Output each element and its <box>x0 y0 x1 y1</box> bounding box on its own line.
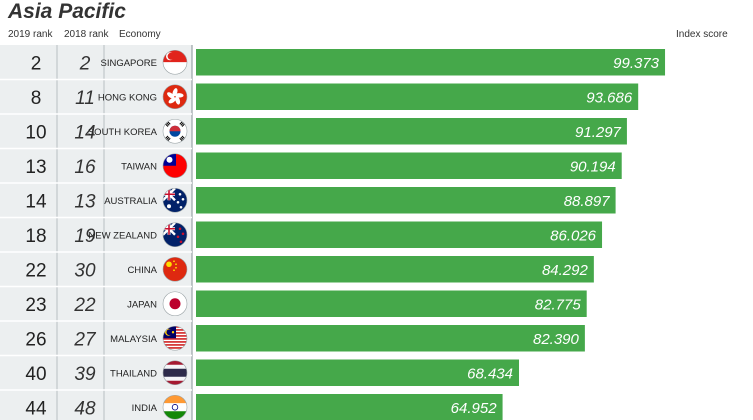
economy-label: HONG KONG <box>98 92 157 103</box>
rank-2019-label: 2 <box>31 53 42 74</box>
bar <box>196 187 616 214</box>
header-2018-rank: 2018 rank <box>64 29 109 40</box>
data-label: 90.194 <box>570 158 616 175</box>
data-label: 82.775 <box>535 296 582 313</box>
rank-2018-label: 13 <box>74 191 96 212</box>
rank-2018-label: 14 <box>74 122 95 143</box>
rank-2018-label: 39 <box>74 364 96 385</box>
economy-label: TAIWAN <box>121 161 157 172</box>
data-label: 91.297 <box>575 124 622 141</box>
rank-2019-label: 13 <box>25 157 46 178</box>
bar <box>196 83 639 110</box>
rank-2018-label: 16 <box>74 157 96 178</box>
japan-flag-icon <box>162 291 188 317</box>
table-row: 23 22 JAPAN 82.775 <box>0 290 587 322</box>
rank-2019-label: 23 <box>25 295 46 316</box>
china-flag-icon <box>162 256 188 282</box>
rank-2019-label: 10 <box>25 122 46 143</box>
rank-2019-label: 40 <box>25 364 46 385</box>
economy-label: AUSTRALIA <box>104 196 157 207</box>
rank-2019-label: 8 <box>31 88 42 109</box>
rank-2018-label: 22 <box>73 295 96 316</box>
new-zealand-flag-icon <box>162 222 188 248</box>
rank-2019-label: 22 <box>25 260 46 281</box>
bar <box>196 152 622 179</box>
data-label: 88.897 <box>564 193 611 210</box>
economy-label: SINGAPORE <box>101 58 158 69</box>
data-label: 99.373 <box>613 55 660 72</box>
bar <box>196 325 585 352</box>
table-row: 22 30 CHINA 84.292 <box>0 256 594 288</box>
rank-2018-label: 48 <box>74 398 96 419</box>
data-label: 64.952 <box>451 400 498 417</box>
header-economy: Economy <box>119 29 161 40</box>
rank-2019-label: 18 <box>25 226 46 247</box>
data-label: 86.026 <box>550 227 597 244</box>
table-row: 14 13 AUSTRALIA 88.897 <box>0 187 616 219</box>
south-korea-flag-icon <box>162 118 188 144</box>
rank-2018-label: 2 <box>79 53 91 74</box>
bar <box>196 394 503 420</box>
data-label: 82.390 <box>533 331 580 348</box>
economy-label: THAILAND <box>110 368 157 379</box>
table-row: 8 11 HONG KONG 93.686 <box>0 83 639 115</box>
malaysia-flag-icon <box>162 325 188 351</box>
table-row: 13 16 TAIWAN 90.194 <box>0 152 622 184</box>
hong-kong-flag-icon <box>162 84 188 110</box>
rank-2018-label: 27 <box>73 329 97 350</box>
bar <box>196 256 594 283</box>
chart-title: Asia Pacific <box>8 0 126 23</box>
economy-label: CHINA <box>127 265 157 276</box>
table-row: 2 2 SINGAPORE 99.373 <box>0 49 666 81</box>
economy-label: INDIA <box>132 403 158 414</box>
rank-2018-label: 11 <box>75 88 95 109</box>
header-2019-rank: 2019 rank <box>8 29 53 40</box>
economy-label: NEW ZEALAND <box>88 230 157 241</box>
table-row: 40 39 THAILAND 68.434 <box>0 359 520 391</box>
india-flag-icon <box>162 394 188 420</box>
rank-2018-label: 19 <box>74 226 96 247</box>
australia-flag-icon <box>162 187 188 213</box>
header-index-score: Index score <box>676 29 728 40</box>
data-label: 84.292 <box>542 262 589 279</box>
rank-panel-background <box>0 45 192 420</box>
bar <box>196 221 603 248</box>
economy-label: SOUTH KOREA <box>88 127 158 138</box>
bar <box>196 359 520 386</box>
rank-2018-label: 30 <box>74 260 96 281</box>
singapore-flag-icon <box>162 49 188 75</box>
rank-2019-label: 14 <box>25 191 47 212</box>
data-label: 93.686 <box>586 89 633 106</box>
bar <box>196 118 627 145</box>
taiwan-flag-icon <box>162 153 188 179</box>
rank-2019-label: 26 <box>25 329 46 350</box>
bar <box>196 49 666 76</box>
economy-label: JAPAN <box>127 299 157 310</box>
rank-2019-label: 44 <box>25 398 47 419</box>
thailand-flag-icon <box>162 360 188 386</box>
economy-label: MALAYSIA <box>110 334 157 345</box>
table-row: 44 48 INDIA 64.952 <box>25 394 503 420</box>
data-label: 68.434 <box>467 365 513 382</box>
table-row: 26 27 MALAYSIA 82.390 <box>0 325 585 357</box>
bar <box>196 290 587 317</box>
